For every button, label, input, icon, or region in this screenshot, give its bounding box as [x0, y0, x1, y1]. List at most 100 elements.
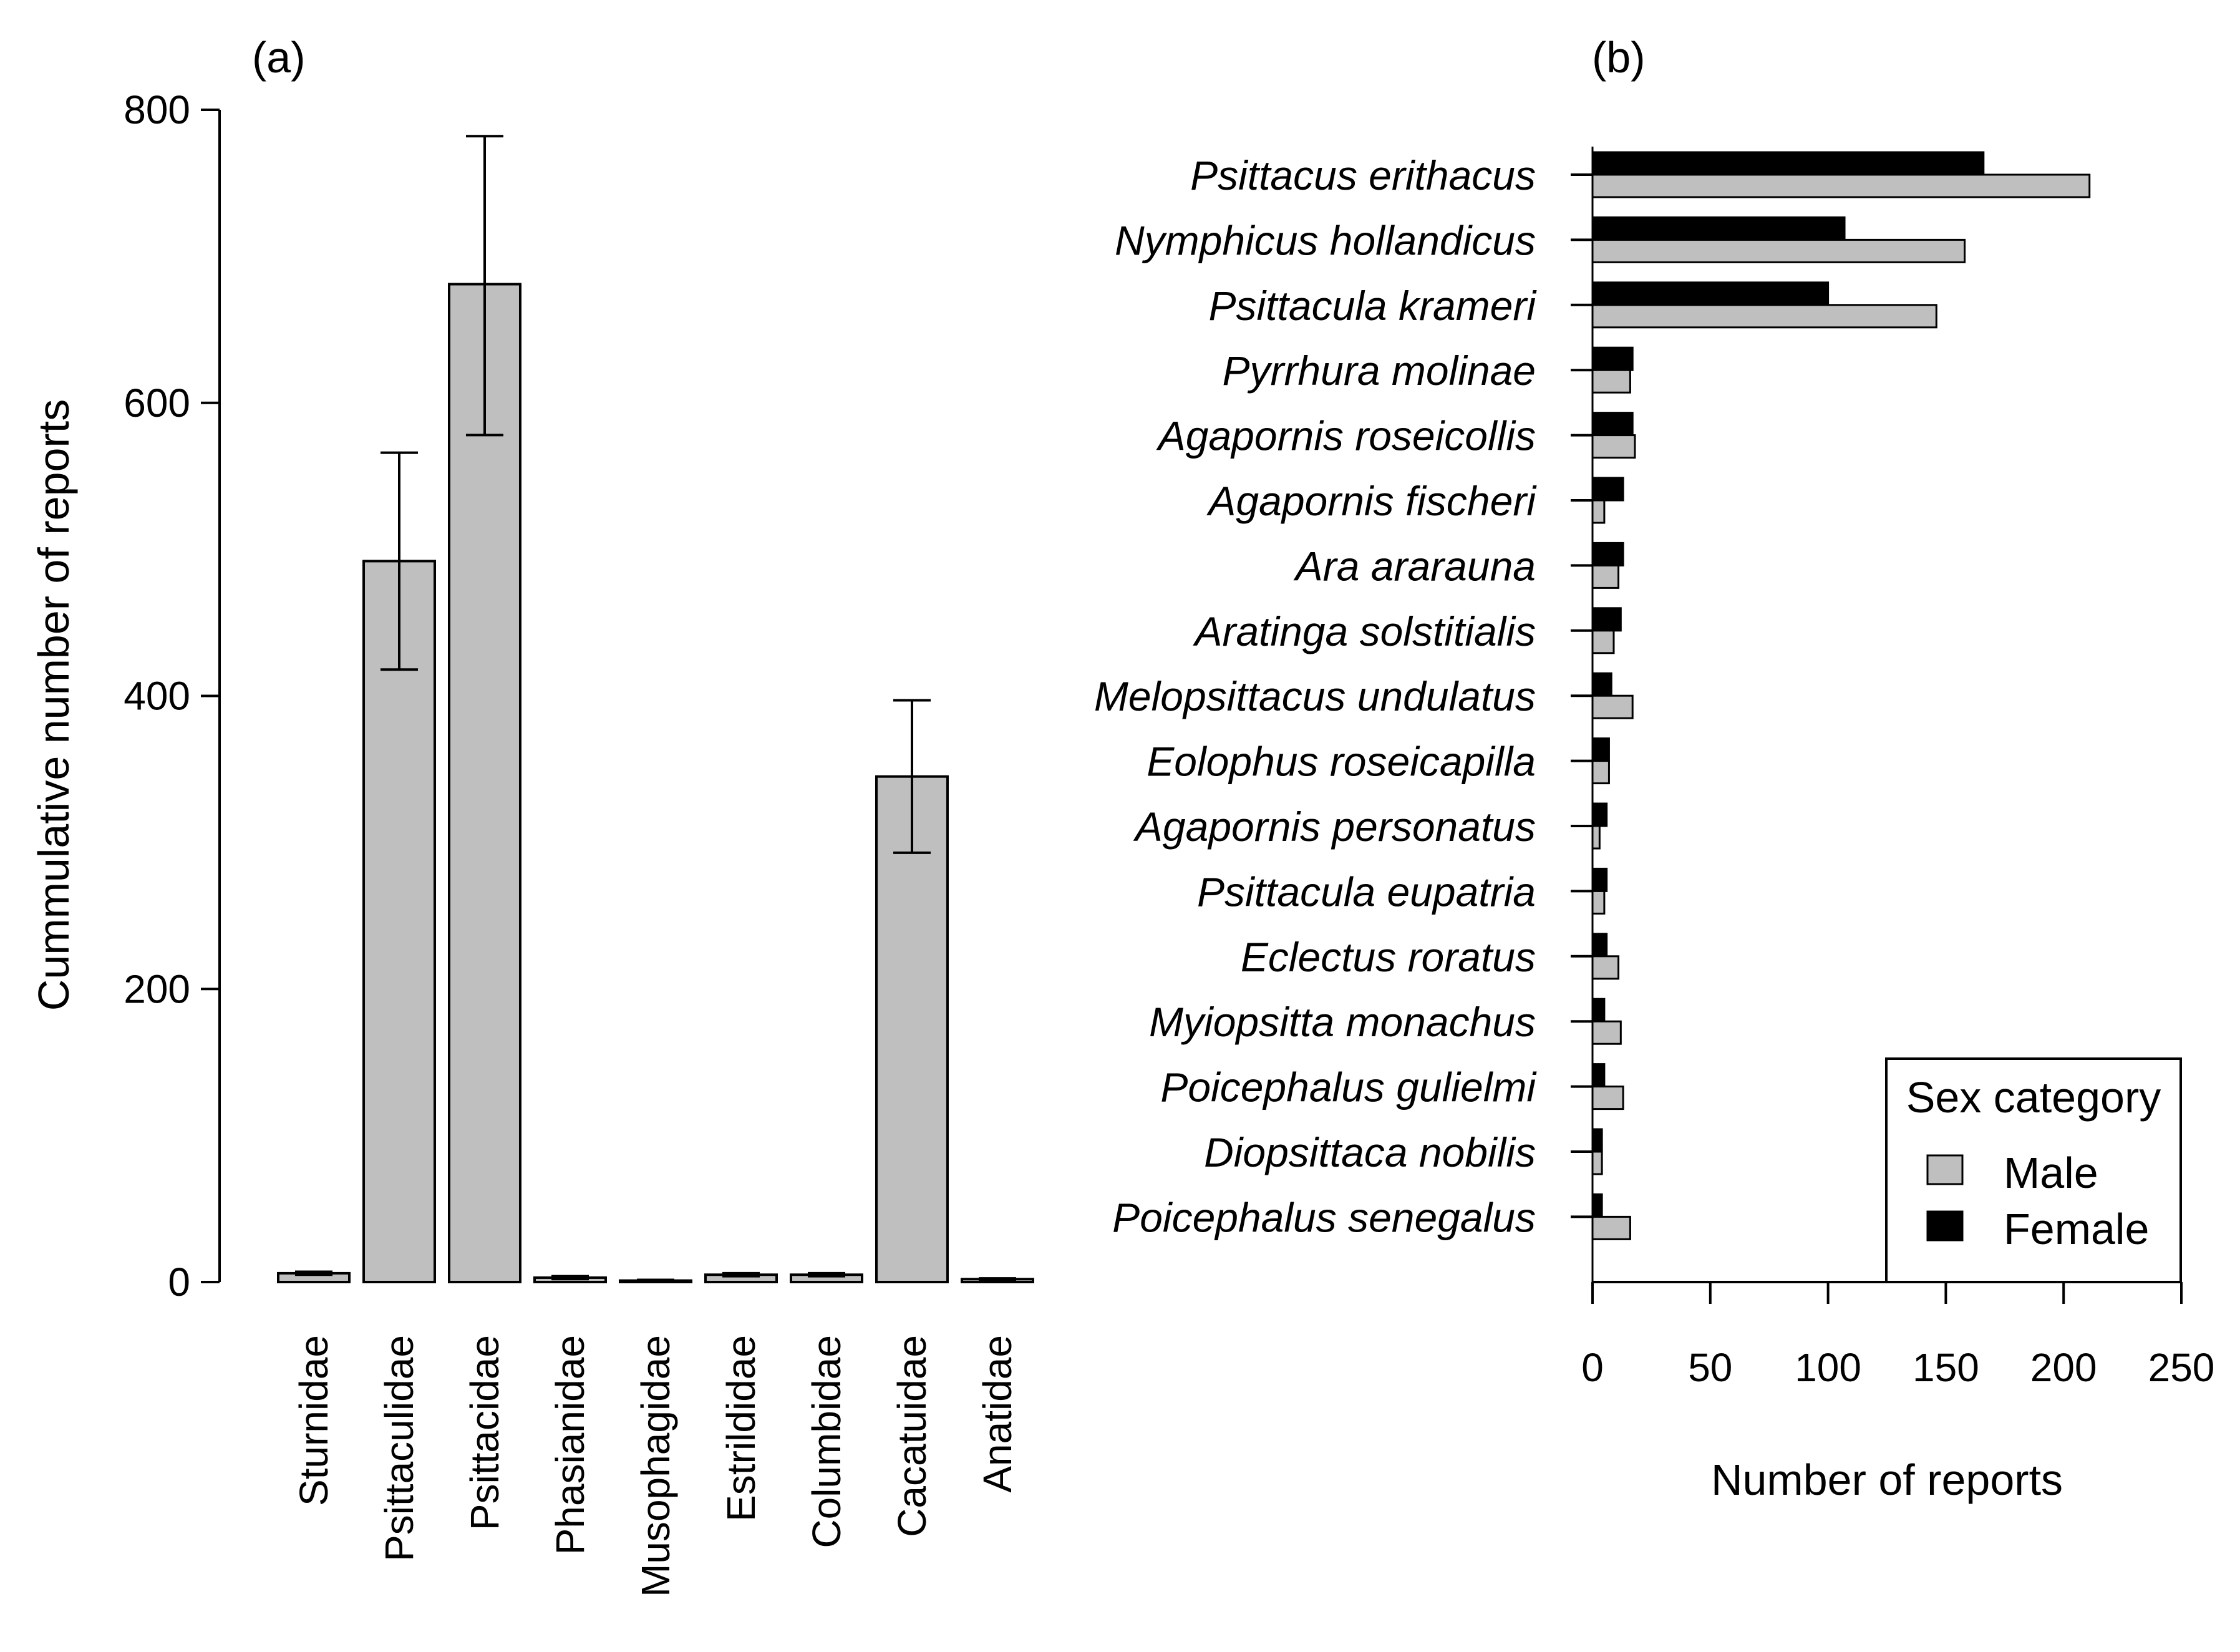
- x-tick-label-cacatuidae: Cacatuidae: [890, 1335, 934, 1537]
- bar-female-agapornis-fischeri: [1591, 477, 1624, 502]
- panel-a: (a) Cummulative number of reports 0 200 40…: [29, 33, 1034, 1597]
- bar-female-psittacula-eupatria: [1591, 867, 1608, 892]
- species-label-poicephalus-senegalus: Poicephalus senegalus: [1112, 1194, 1536, 1240]
- panel-b-bars: [1591, 147, 2091, 1282]
- panel-b-x-tick-label: 150: [1913, 1345, 1979, 1390]
- panel-b: (b) 0 50 100 150 200 250 Number of reports Ps…: [1094, 33, 2214, 1504]
- panel-a-label: (a): [252, 33, 306, 82]
- bar-female-agapornis-personatus: [1591, 802, 1608, 827]
- panel-a-y-tick-label: 0: [168, 1260, 190, 1305]
- error-bar-anatidae: [979, 1277, 1016, 1281]
- bar-female-myiopsitta-monachus: [1591, 998, 1606, 1023]
- panel-b-label: (b): [1592, 33, 1646, 82]
- bar-male-ara-ararauna: [1591, 564, 1620, 589]
- species-label-psittacula-krameri: Psittacula krameri: [1209, 283, 1538, 329]
- x-tick-label-sturnidae: Sturnidae: [291, 1335, 336, 1506]
- species-label-aratinga-solstitialis: Aratinga solstitialis: [1192, 608, 1536, 654]
- panel-b-x-tick-label: 200: [2030, 1345, 2097, 1390]
- bar-female-nymphicus-hollandicus: [1591, 216, 1846, 241]
- panel-a-error-bars: [295, 135, 1016, 1283]
- panel-a-x-tick-labels: Sturnidae Psittaculidae Psittacidae Phasian…: [291, 1335, 1020, 1597]
- bar-male-eolophus-roseicapilla: [1591, 760, 1610, 785]
- error-bar-musophagidae: [637, 1278, 674, 1283]
- species-label-nymphicus-hollandicus: Nymphicus hollandicus: [1115, 217, 1536, 263]
- panel-a-y-tick-label: 800: [124, 87, 190, 132]
- panel-b-x-tick-label: 0: [1581, 1345, 1604, 1390]
- panel-b-species-labels: Psittacus erithacus Nymphicus hollandicus…: [1094, 152, 1593, 1240]
- legend-title: Sex category: [1906, 1073, 2161, 1122]
- bar-male-nymphicus-hollandicus: [1591, 238, 1966, 263]
- species-label-agapornis-roseicollis: Agapornis roseicollis: [1156, 413, 1536, 459]
- bar-male-aratinga-solstitialis: [1591, 629, 1615, 654]
- bar-female-agapornis-roseicollis: [1591, 412, 1634, 437]
- panel-b-x-tick-label: 250: [2148, 1345, 2215, 1390]
- legend: Sex category Male Female: [1885, 1057, 2182, 1283]
- bar-male-myiopsitta-monachus: [1591, 1020, 1622, 1045]
- error-bar-psittaculidae: [381, 451, 418, 671]
- bar-female-eolophus-roseicapilla: [1591, 737, 1610, 762]
- species-label-melopsittacus-undulatus: Melopsittacus undulatus: [1094, 673, 1536, 719]
- panel-b-x-ticks: 0 50 100 150 200 250: [1581, 1282, 2214, 1390]
- panel-a-bars: [277, 283, 1034, 1284]
- error-bar-psittacidae: [466, 135, 503, 437]
- x-tick-label-anatidae: Anatidae: [975, 1335, 1020, 1493]
- bar-female-pyrrhura-molinae: [1591, 346, 1634, 371]
- legend-label-female: Female: [2004, 1205, 2149, 1253]
- legend-swatch-male: [1926, 1154, 1964, 1185]
- bar-psittaculidae: [362, 560, 436, 1283]
- legend-label-male: Male: [2004, 1149, 2098, 1197]
- bar-male-pyrrhura-molinae: [1591, 369, 1631, 394]
- panel-a-y-tick-label: 200: [124, 966, 190, 1011]
- bar-male-psittacula-krameri: [1591, 304, 1937, 329]
- species-label-psittacus-erithacus: Psittacus erithacus: [1190, 152, 1536, 198]
- x-tick-label-phasianidae: Phasianidae: [548, 1335, 593, 1555]
- bar-male-poicephalus-gulielmi: [1591, 1086, 1624, 1110]
- panel-b-x-tick-label: 50: [1688, 1345, 1732, 1390]
- panel-b-x-axis-label: Number of reports: [1711, 1455, 2063, 1504]
- x-tick-label-psittacidae: Psittacidae: [462, 1335, 507, 1530]
- bar-male-diopsittaca-nobilis: [1591, 1150, 1603, 1175]
- species-label-diopsittaca-nobilis: Diopsittaca nobilis: [1204, 1129, 1536, 1175]
- species-label-eolophus-roseicapilla: Eolophus roseicapilla: [1147, 739, 1536, 785]
- panel-b-x-tick-label: 100: [1795, 1345, 1861, 1390]
- x-tick-label-estrildidae: Estrildidae: [719, 1335, 764, 1522]
- error-bar-phasianidae: [551, 1275, 589, 1281]
- panel-a-y-tick-label: 600: [124, 381, 190, 425]
- error-bar-cacatuidae: [893, 699, 931, 854]
- bar-female-psittacula-krameri: [1591, 281, 1830, 306]
- bar-male-agapornis-roseicollis: [1591, 434, 1636, 459]
- species-label-myiopsitta-monachus: Myiopsitta monachus: [1149, 999, 1536, 1045]
- bar-male-poicephalus-senegalus: [1591, 1215, 1631, 1240]
- bar-female-eclectus-roratus: [1591, 933, 1608, 958]
- panel-a-y-ticks: 0 200 400 600 800: [124, 87, 220, 1305]
- species-label-psittacula-eupatria: Psittacula eupatria: [1197, 868, 1536, 915]
- species-label-agapornis-fischeri: Agapornis fischeri: [1206, 478, 1537, 524]
- bar-female-ara-ararauna: [1591, 542, 1624, 566]
- error-bar-columbidae: [808, 1271, 845, 1278]
- error-bar-estrildidae: [722, 1271, 760, 1278]
- bar-female-aratinga-solstitialis: [1591, 607, 1622, 632]
- species-label-pyrrhura-molinae: Pyrrhura molinae: [1222, 347, 1536, 394]
- bar-male-agapornis-personatus: [1591, 825, 1601, 850]
- bar-male-melopsittacus-undulatus: [1591, 694, 1634, 719]
- bar-male-psittacus-erithacus: [1591, 173, 2091, 198]
- bar-female-poicephalus-gulielmi: [1591, 1063, 1606, 1088]
- bar-female-diopsittaca-nobilis: [1591, 1128, 1603, 1153]
- species-label-agapornis-personatus: Agapornis personatus: [1133, 804, 1536, 850]
- bar-male-eclectus-roratus: [1591, 955, 1620, 980]
- bar-male-psittacula-eupatria: [1591, 890, 1606, 915]
- species-label-eclectus-roratus: Eclectus roratus: [1241, 934, 1536, 980]
- species-label-ara-ararauna: Ara ararauna: [1293, 543, 1536, 589]
- error-bar-sturnidae: [295, 1270, 332, 1276]
- legend-swatch-female: [1926, 1210, 1964, 1241]
- bar-female-melopsittacus-undulatus: [1591, 672, 1612, 697]
- panel-a-y-axis-label: Cummulative number of reports: [29, 399, 78, 1011]
- species-label-poicephalus-gulielmi: Poicephalus gulielmi: [1160, 1064, 1537, 1110]
- x-tick-label-psittaculidae: Psittaculidae: [377, 1335, 422, 1562]
- x-tick-label-musophagidae: Musophagidae: [633, 1335, 678, 1597]
- bar-female-psittacus-erithacus: [1591, 151, 1985, 176]
- x-tick-label-columbidae: Columbidae: [804, 1335, 849, 1548]
- bar-psittacidae: [448, 283, 521, 1284]
- bar-female-poicephalus-senegalus: [1591, 1193, 1603, 1218]
